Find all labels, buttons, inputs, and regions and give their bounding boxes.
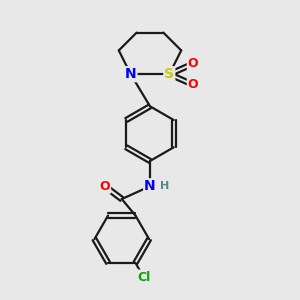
Text: H: H — [160, 181, 169, 191]
Text: Cl: Cl — [137, 271, 150, 284]
Text: S: S — [164, 67, 174, 81]
Text: O: O — [188, 78, 198, 91]
Text: N: N — [125, 67, 136, 81]
Text: N: N — [144, 179, 156, 193]
Text: O: O — [188, 57, 198, 70]
Text: O: O — [100, 180, 110, 193]
